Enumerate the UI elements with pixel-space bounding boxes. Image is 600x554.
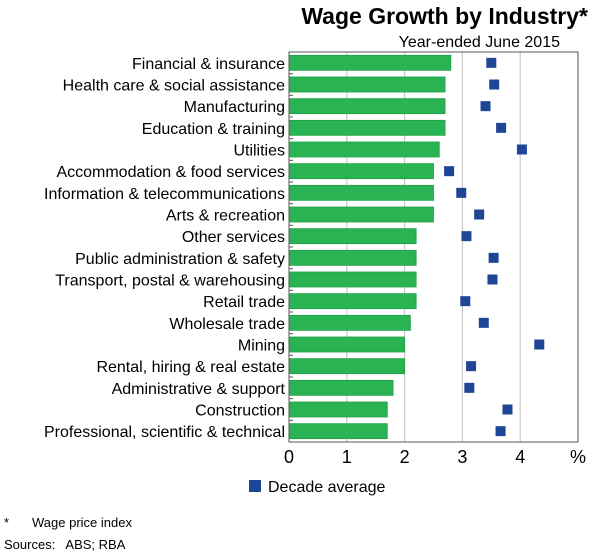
category-label: Retail trade	[203, 294, 285, 311]
category-label: Accommodation & food services	[56, 164, 285, 181]
bar	[288, 314, 411, 331]
sources: Sources: ABS; RBA	[4, 537, 126, 552]
decade-average-marker	[495, 426, 506, 437]
category-label: Construction	[195, 403, 285, 420]
bar	[288, 423, 388, 440]
bar	[288, 401, 388, 418]
bar	[288, 141, 440, 158]
plot-frame	[288, 51, 579, 443]
footnote-marker: *	[4, 515, 9, 530]
decade-average-marker	[444, 166, 455, 177]
bar	[288, 228, 417, 245]
category-label: Manufacturing	[184, 99, 285, 116]
bar	[288, 358, 405, 375]
bar	[288, 98, 446, 115]
category-label: Rental, hiring & real estate	[96, 359, 285, 376]
x-tick-label: 3	[457, 447, 467, 467]
category-label: Professional, scientific & technical	[44, 424, 285, 441]
bar	[288, 119, 446, 136]
bar	[288, 54, 452, 71]
decade-average-marker	[456, 187, 467, 198]
category-label: Mining	[238, 338, 285, 355]
decade-average-marker	[516, 144, 527, 155]
decade-average-marker	[534, 339, 545, 350]
decade-average-marker	[461, 231, 472, 242]
decade-average-marker	[502, 404, 513, 415]
decade-average-marker	[474, 209, 485, 220]
decade-average-marker	[464, 382, 475, 393]
category-label: Education & training	[142, 121, 285, 138]
decade-average-marker	[460, 296, 471, 307]
category-label: Wholesale trade	[169, 316, 285, 333]
category-label: Public administration & safety	[75, 251, 285, 268]
category-label: Arts & recreation	[166, 208, 285, 225]
category-label: Information & telecommunications	[44, 186, 285, 203]
category-label: Financial & insurance	[132, 56, 285, 73]
decade-average-marker	[487, 274, 498, 285]
bar	[288, 271, 417, 288]
footnote: Wage price index	[32, 515, 132, 530]
legend-label: Decade average	[268, 479, 386, 496]
chart-title: Wage Growth by Industry*	[301, 3, 588, 29]
decade-average-marker	[496, 122, 507, 133]
bar	[288, 293, 417, 310]
category-label: Administrative & support	[112, 381, 286, 398]
chart-subtitle: Year-ended June 2015	[399, 34, 560, 51]
decade-average-marker	[486, 57, 497, 68]
category-label: Transport, postal & warehousing	[55, 273, 285, 290]
x-unit-label: %	[570, 447, 586, 467]
category-label: Utilities	[233, 143, 285, 160]
category-label: Health care & social assistance	[63, 78, 285, 95]
legend-marker	[249, 480, 261, 492]
bar	[288, 379, 394, 396]
x-tick-label: 4	[515, 447, 525, 467]
bar	[288, 76, 446, 93]
decade-average-marker	[488, 252, 499, 263]
bar	[288, 163, 434, 180]
x-tick-label: 0	[284, 447, 294, 467]
category-label: Other services	[182, 229, 285, 246]
bar	[288, 336, 405, 353]
bar	[288, 206, 434, 223]
decade-average-marker	[489, 79, 500, 90]
x-tick-label: 2	[400, 447, 410, 467]
decade-average-marker	[466, 361, 477, 372]
decade-average-marker	[478, 317, 489, 328]
bar	[288, 184, 434, 201]
bar	[288, 249, 417, 266]
decade-average-marker	[480, 101, 491, 112]
x-tick-label: 1	[342, 447, 352, 467]
